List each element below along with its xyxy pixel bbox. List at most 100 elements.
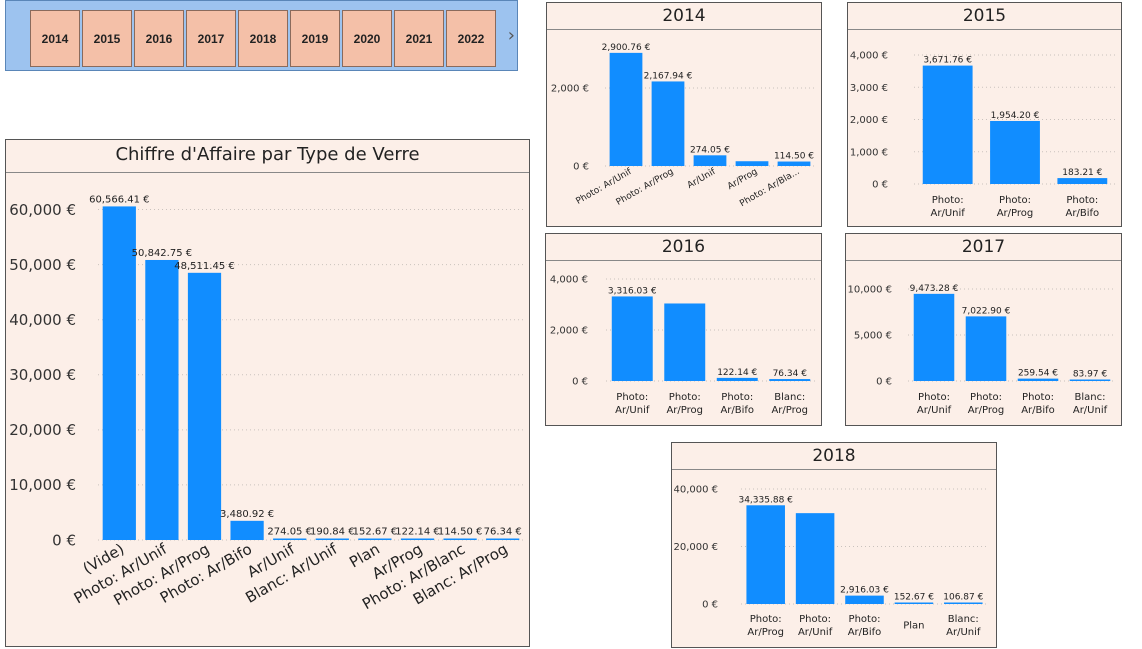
year-button-2021[interactable]: 2021 bbox=[394, 10, 444, 67]
data-label: 2,916.03 € bbox=[840, 586, 889, 596]
bar bbox=[102, 206, 136, 540]
bar bbox=[845, 595, 884, 604]
bar bbox=[273, 538, 307, 540]
bar bbox=[913, 293, 955, 381]
data-label: 106.87 € bbox=[943, 593, 983, 603]
y-tick-label: 4,000 € bbox=[850, 51, 888, 62]
chart-title: 2017 bbox=[846, 234, 1121, 261]
data-label: 76.34 € bbox=[484, 527, 522, 538]
category-label: Photo: Ar/Bifo bbox=[720, 392, 754, 416]
y-tick-label: 2,000 € bbox=[550, 326, 588, 337]
data-label: 48,511.45 € bbox=[174, 261, 234, 272]
category-label: Ar/Unif bbox=[686, 167, 718, 192]
category-label: Blanc: Ar/Prog bbox=[771, 392, 808, 416]
bar bbox=[443, 538, 477, 540]
chart-panel-2017: 2017 0 € 5,000 € 10,000 € 9,473.28 € Photo: A… bbox=[845, 233, 1122, 426]
y-tick-label: 3,000 € bbox=[850, 83, 888, 94]
year-button-2017[interactable]: 2017 bbox=[186, 10, 236, 67]
year-button-2018[interactable]: 2018 bbox=[238, 10, 288, 67]
category-label: Photo: Ar/Prog bbox=[666, 392, 703, 416]
category-label: Photo: Ar/Bifo bbox=[848, 614, 882, 638]
y-tick-label: 5,000 € bbox=[854, 331, 892, 342]
data-label: 259.54 € bbox=[1018, 369, 1058, 379]
chart-panel-2014: 2014 0 €2,000 €2,900.76 € Photo: Ar/Unif 2… bbox=[546, 2, 822, 227]
data-label: 7,022.90 € bbox=[962, 306, 1011, 316]
category-label: Blanc: Ar/Unif bbox=[946, 614, 981, 638]
data-label: 76.34 € bbox=[773, 369, 808, 379]
year-button-2020[interactable]: 2020 bbox=[342, 10, 392, 67]
y-tick-label: 2,000 € bbox=[850, 115, 888, 126]
data-label: 3,316.03 € bbox=[608, 286, 657, 296]
data-label: 274.05 € bbox=[267, 526, 312, 537]
year-button-2015[interactable]: 2015 bbox=[82, 10, 132, 67]
y-tick-label: 10,000 € bbox=[847, 285, 892, 296]
category-label: Photo: Ar/Bifo bbox=[1066, 195, 1100, 219]
year-button-2014[interactable]: 2014 bbox=[30, 10, 80, 67]
bar bbox=[609, 52, 643, 166]
data-label: 2,167.94 € bbox=[644, 71, 693, 81]
bar bbox=[922, 65, 973, 184]
data-label: 83.97 € bbox=[1073, 370, 1108, 380]
bar bbox=[651, 81, 685, 166]
bar bbox=[769, 379, 811, 381]
bar bbox=[746, 505, 785, 604]
bar bbox=[795, 513, 835, 604]
y-tick-label: 0 € bbox=[52, 531, 76, 549]
bar bbox=[990, 120, 1040, 184]
data-label: 152.67 € bbox=[894, 593, 934, 603]
chart-panel-2015: 2015 0 € 1,000 € 2,000 € 3,000 € 4,000 € 3,67… bbox=[847, 2, 1122, 227]
bar bbox=[1069, 379, 1111, 381]
chart-panel-main: Chiffre d'Affaire par Type de Verre 0 € 1… bbox=[5, 139, 530, 647]
chart-main: 0 € 10,000 € 20,000 € 30,000 € 40,000 € 50,00… bbox=[9, 194, 524, 613]
chart-2014: 0 €2,000 €2,900.76 €Photo: Ar/Unif2,167.… bbox=[551, 43, 815, 209]
chart-2018: 0 € 20,000 € 40,000 € 34,335.88 € Photo: Ar/P… bbox=[673, 485, 988, 638]
year-button-2016[interactable]: 2016 bbox=[134, 10, 184, 67]
chart-title: 2014 bbox=[547, 3, 821, 30]
category-label: Photo: Ar/Prog bbox=[997, 195, 1034, 219]
data-label: 60,566.41 € bbox=[89, 194, 149, 205]
bar bbox=[486, 538, 520, 540]
y-tick-label: 60,000 € bbox=[9, 201, 76, 219]
y-tick-label: 0 € bbox=[876, 377, 892, 388]
bar bbox=[358, 538, 392, 540]
data-label: 190.84 € bbox=[310, 527, 355, 538]
chart-panel-2016: 2016 0 € 2,000 € 4,000 € 3,316.03 € Photo: Ar… bbox=[545, 233, 822, 426]
chevron-right-icon[interactable]: › bbox=[507, 25, 515, 46]
chart-2015: 0 € 1,000 € 2,000 € 3,000 € 4,000 € 3,671.76 … bbox=[850, 51, 1116, 219]
category-label: Photo: Ar/Unif bbox=[931, 195, 966, 219]
chart-2016: 0 € 2,000 € 4,000 € 3,316.03 € Photo: Ar/Unif… bbox=[550, 275, 816, 416]
data-label: 34,335.88 € bbox=[738, 495, 793, 505]
data-label: 1,954.20 € bbox=[991, 111, 1040, 121]
bar bbox=[400, 538, 435, 540]
bar bbox=[944, 602, 983, 604]
year-button-2019[interactable]: 2019 bbox=[290, 10, 340, 67]
year-slicer: 2014 2015 2016 2017 2018 2019 2020 2021 … bbox=[5, 0, 518, 71]
chart-title: 2018 bbox=[672, 443, 996, 470]
y-tick-label: 20,000 € bbox=[9, 421, 76, 439]
data-label: 152.67 € bbox=[353, 527, 398, 538]
bar bbox=[230, 520, 264, 540]
data-label: 9,473.28 € bbox=[910, 284, 959, 294]
bar bbox=[1017, 378, 1059, 381]
y-tick-label: 20,000 € bbox=[673, 542, 718, 553]
y-tick-label: 50,000 € bbox=[9, 256, 76, 274]
bar bbox=[693, 155, 727, 166]
y-tick-label: 0 € bbox=[872, 180, 888, 191]
y-tick-label: 0 € bbox=[572, 377, 588, 388]
data-label: 122.14 € bbox=[717, 368, 757, 378]
y-tick-label: 30,000 € bbox=[9, 366, 76, 384]
category-label: Photo: Ar/Unif bbox=[615, 392, 650, 416]
data-label: 122.14 € bbox=[395, 527, 440, 538]
year-button-2022[interactable]: 2022 bbox=[446, 10, 496, 67]
y-tick-label: 40,000 € bbox=[9, 311, 76, 329]
y-tick-label: 10,000 € bbox=[9, 476, 76, 494]
y-tick-label: 0 € bbox=[702, 600, 718, 611]
bar bbox=[735, 161, 769, 166]
data-label: 2,900.76 € bbox=[602, 43, 651, 53]
y-tick-label: 2,000 € bbox=[551, 84, 589, 95]
bar bbox=[315, 538, 349, 540]
data-label: 183.21 € bbox=[1062, 168, 1102, 178]
bar bbox=[965, 316, 1007, 381]
category-label: Photo: Ar/Unif bbox=[798, 614, 833, 638]
y-tick-label: 40,000 € bbox=[673, 485, 718, 496]
